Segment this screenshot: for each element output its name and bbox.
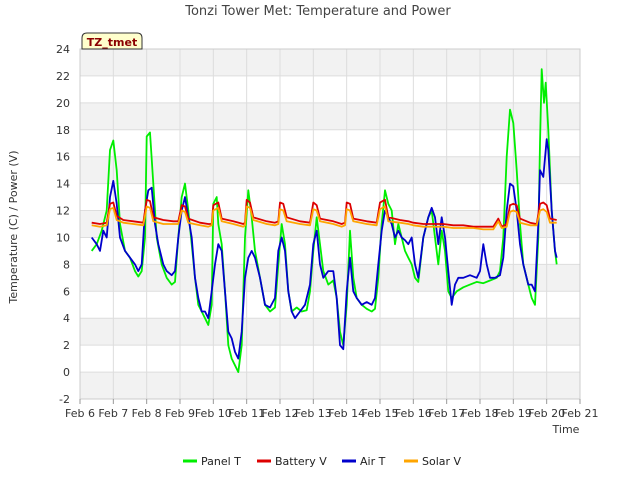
y-tick-label: 6: [63, 285, 70, 298]
station-badge: TZ_tmet: [81, 32, 143, 50]
legend-label: Panel T: [201, 455, 241, 468]
legend-label: Air T: [360, 455, 386, 468]
y-tick-label: 2: [63, 339, 70, 352]
grid-band: [80, 156, 580, 184]
x-tick-label: Feb 9: [165, 407, 195, 420]
x-tick-label: Feb 16: [395, 407, 432, 420]
chart-title: Tonzi Tower Met: Temperature and Power: [184, 4, 451, 19]
grid-band: [80, 49, 580, 76]
x-tick-label: Feb 18: [462, 407, 499, 420]
y-tick-label: 22: [56, 70, 70, 83]
grid-band: [80, 102, 580, 130]
x-tick-label: Feb 20: [528, 407, 565, 420]
x-axis-label: Time: [552, 423, 580, 436]
series-line-air-t: [90, 138, 558, 360]
x-tick-label: Feb 6: [65, 407, 95, 420]
y-axis-label: Temperature (C) / Power (V): [7, 150, 20, 304]
x-tick-label: Feb 12: [262, 407, 299, 420]
y-tick-label: 4: [63, 312, 70, 325]
x-tick-label: Feb 17: [428, 407, 465, 420]
y-tick-label: 0: [63, 366, 70, 379]
y-tick-label: 20: [56, 97, 70, 110]
legend-label: Battery V: [275, 455, 327, 468]
y-tick-label: 24: [56, 43, 70, 56]
x-tick-label: Feb 7: [98, 407, 128, 420]
series-line-panel-t: [90, 68, 558, 373]
grid-band: [80, 372, 580, 399]
legend-label: Solar V: [422, 455, 462, 468]
y-tick-label: 14: [56, 178, 70, 191]
station-badge-label: TZ_tmet: [87, 36, 137, 49]
x-tick-label: Feb 8: [132, 407, 162, 420]
series-line-battery-v: [91, 198, 557, 228]
x-tick-label: Feb 10: [195, 407, 232, 420]
x-tick-label: Feb 15: [362, 407, 399, 420]
y-tick-label: 12: [56, 205, 70, 218]
legend: Panel T Battery V Air T Solar V: [183, 455, 462, 468]
x-tick-label: Feb 14: [328, 407, 365, 420]
x-tick-label: Feb 13: [295, 407, 332, 420]
y-tick-label: 18: [56, 124, 70, 137]
plot-area: [79, 48, 581, 400]
y-tick-label: -2: [59, 393, 70, 406]
grid-band: [80, 264, 580, 292]
y-tick-label: 10: [56, 231, 70, 244]
y-tick-label: 8: [63, 258, 70, 271]
y-tick-label: 16: [56, 151, 70, 164]
grid-band: [80, 318, 580, 346]
x-tick-label: Feb 21: [562, 407, 599, 420]
series-line-solar-v: [91, 205, 557, 231]
x-tick-label: Feb 19: [495, 407, 532, 420]
x-tick-label: Feb 11: [228, 407, 265, 420]
